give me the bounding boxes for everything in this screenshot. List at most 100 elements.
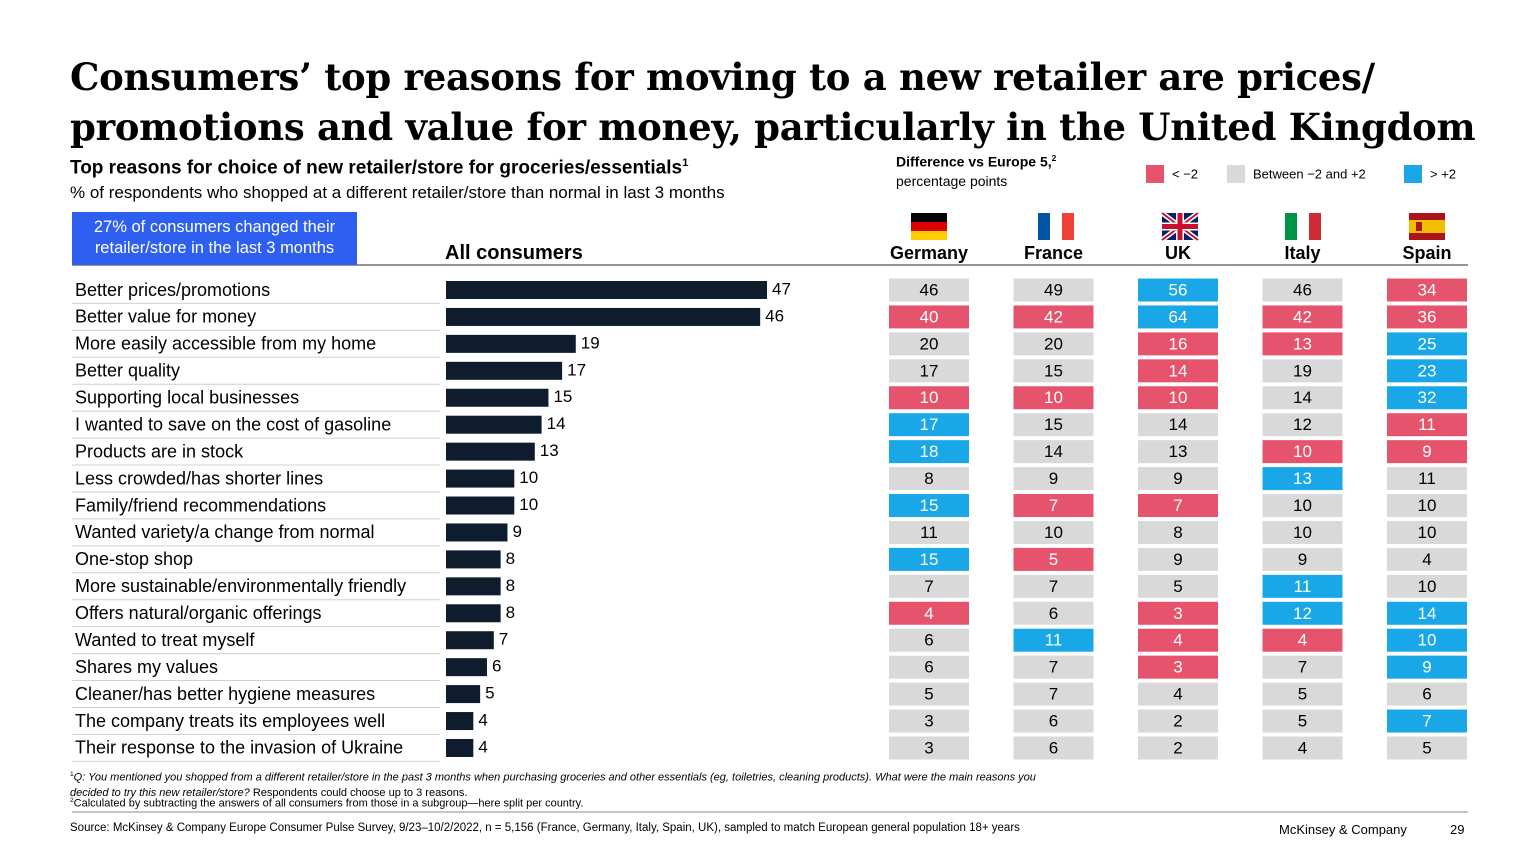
cell-value: 8 (924, 469, 933, 488)
category-label: Family/friend recommendations (75, 495, 326, 515)
category-label: Better quality (75, 361, 180, 381)
table-cell (1013, 682, 1094, 706)
table-cell (1138, 655, 1218, 679)
table-cell (1387, 547, 1467, 571)
table-cell (1387, 440, 1467, 464)
table-cell (1387, 494, 1467, 518)
legend-swatch (1146, 165, 1164, 183)
cell-value: 10 (1293, 523, 1312, 542)
country-label: Germany (890, 243, 968, 263)
table-cell (1387, 386, 1467, 410)
cell-value: 10 (1418, 523, 1437, 542)
title-line: Consumers’ top reasons for moving to a n… (70, 55, 1375, 99)
cell-value: 3 (924, 712, 933, 731)
table-cell (1387, 682, 1467, 706)
cell-value: 3 (1173, 658, 1182, 677)
table-cell (889, 574, 969, 598)
cell-value: 10 (1293, 442, 1312, 461)
table-cell (1138, 332, 1218, 356)
table-cell (889, 520, 969, 544)
cell-value: 32 (1418, 388, 1437, 407)
legend-label: > +2 (1430, 166, 1456, 181)
cell-value: 6 (1049, 712, 1058, 731)
cell-value: 56 (1169, 280, 1188, 299)
table-cell (889, 332, 969, 356)
table-cell (1013, 332, 1094, 356)
table-cell (1387, 709, 1467, 733)
bar-value-label: 4 (478, 737, 487, 756)
bar-value-label: 14 (547, 414, 566, 433)
cell-value: 64 (1169, 307, 1188, 326)
cell-value: 14 (1169, 361, 1188, 380)
table-cell (889, 736, 969, 760)
cell-value: 12 (1293, 415, 1312, 434)
bar-value-label: 6 (492, 657, 501, 676)
cell-value: 3 (1173, 604, 1182, 623)
cell-value: 11 (920, 523, 938, 542)
table-cell (1262, 709, 1343, 733)
cell-value: 9 (1422, 442, 1431, 461)
table-cell (1262, 655, 1343, 679)
table-cell (889, 359, 969, 383)
table-cell (1387, 359, 1467, 383)
bar (446, 281, 768, 299)
table-cell (889, 547, 969, 571)
cell-value: 14 (1169, 415, 1188, 434)
footnote-marker: 1 (70, 771, 74, 778)
bar-value-label: 7 (499, 630, 508, 649)
table-cell (1138, 520, 1218, 544)
country-label: Spain (1402, 243, 1451, 263)
table-cell (1387, 413, 1467, 437)
bar-header: All consumers (445, 242, 583, 264)
table-cell (1387, 736, 1467, 760)
table-cell (1387, 601, 1467, 625)
footnote-marker: 1 (682, 157, 689, 169)
bar-value-label: 10 (519, 468, 538, 487)
cell-value: 5 (1422, 738, 1431, 757)
footnote: 2Calculated by subtracting the answers o… (70, 797, 583, 810)
source: Source: McKinsey & Company Europe Consum… (70, 822, 1020, 834)
cell-value: 5 (1298, 685, 1307, 704)
bar-value-label: 5 (485, 684, 494, 703)
table-cell (889, 440, 969, 464)
cell-value: 20 (920, 334, 939, 353)
cell-value: 20 (1044, 334, 1063, 353)
cell-value: 49 (1044, 280, 1063, 299)
legend-swatch (1404, 165, 1422, 183)
category-label: Products are in stock (75, 441, 244, 461)
bar (446, 685, 481, 704)
chart-title: Top reasons for choice of new retailer/s… (70, 157, 688, 179)
table-cell (1262, 305, 1343, 329)
cell-value: 7 (924, 577, 933, 596)
cell-value: 7 (1422, 712, 1431, 731)
legend-swatch (1227, 165, 1245, 183)
category-label: The company treats its employees well (75, 711, 385, 731)
table-cell (1387, 628, 1467, 652)
table-cell (889, 413, 969, 437)
table-cell (1013, 655, 1094, 679)
cell-value: 10 (1044, 523, 1063, 542)
cell-value: 5 (1298, 712, 1307, 731)
cell-value: 17 (920, 361, 939, 380)
table-cell (1262, 520, 1343, 544)
table-cell (889, 278, 969, 302)
table-cell (1138, 440, 1218, 464)
table-cell (1387, 655, 1467, 679)
legend-label: < −2 (1172, 166, 1198, 181)
bar-value-label: 46 (765, 306, 784, 325)
table-cell (1138, 413, 1218, 437)
table-cell (889, 682, 969, 706)
table-cell (1013, 709, 1094, 733)
cell-value: 23 (1418, 361, 1437, 380)
bar-value-label: 19 (581, 333, 600, 352)
bar-value-label: 47 (772, 279, 791, 298)
bar (446, 307, 761, 326)
table-cell (1387, 520, 1467, 544)
category-label: Shares my values (75, 657, 218, 677)
cell-value: 6 (924, 631, 933, 650)
bar-value-label: 4 (478, 711, 487, 730)
table-cell (1138, 547, 1218, 571)
cell-value: 19 (1293, 361, 1312, 380)
